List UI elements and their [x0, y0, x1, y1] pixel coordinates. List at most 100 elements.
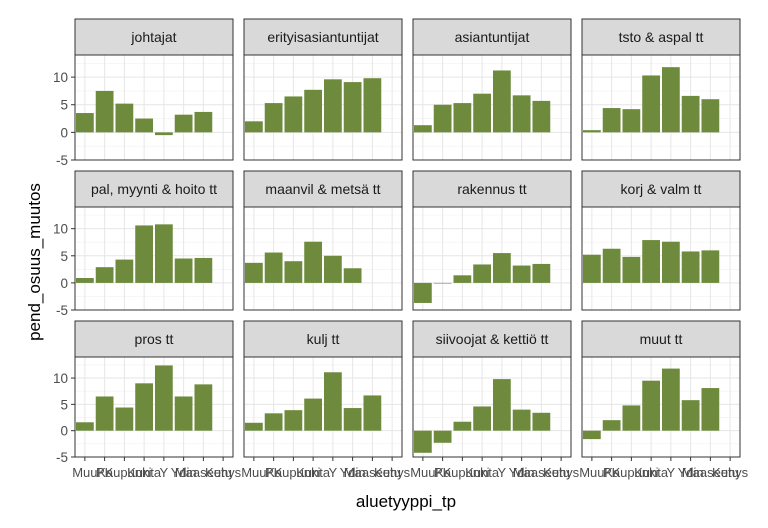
bar: [642, 380, 661, 431]
bar: [75, 278, 94, 283]
facet-strip: [74, 18, 234, 56]
y-axis-title: pend_osuus_muutos: [25, 183, 44, 341]
bar: [363, 78, 382, 133]
x-tick-label: Kehys: [712, 465, 749, 480]
facet-strip: [243, 170, 403, 208]
facet-strip: [243, 320, 403, 358]
x-tick-label: PK: [265, 465, 283, 480]
bar: [75, 113, 94, 133]
bar: [473, 406, 492, 431]
bar: [75, 422, 94, 431]
bar: [284, 261, 303, 283]
x-axis-title: aluetyyppi_tp: [356, 492, 456, 511]
facet-label: tsto & aspal tt: [619, 29, 704, 45]
facet-label: rakennus tt: [457, 181, 526, 197]
bar: [681, 400, 700, 431]
y-tick-label: 10: [53, 222, 68, 237]
bar: [532, 263, 551, 283]
y-tick-label: -5: [56, 450, 68, 465]
bar: [323, 79, 342, 133]
bar: [473, 264, 492, 283]
x-tick-label: Maaseutu: [344, 465, 401, 480]
bar: [323, 372, 342, 431]
x-tick-label: Muu: [579, 465, 604, 480]
bar: [701, 99, 720, 133]
bar: [532, 412, 551, 431]
x-tick-label: Kaupunki: [435, 465, 489, 480]
bar: [135, 383, 154, 431]
x-tick-label: Kehys: [374, 465, 411, 480]
bar: [473, 93, 492, 133]
bar: [135, 118, 154, 133]
facet-label: muut tt: [640, 331, 683, 347]
bar: [602, 248, 621, 283]
x-tick-label: Maaseutu: [682, 465, 739, 480]
bar: [661, 67, 680, 133]
bar: [492, 379, 511, 431]
bar: [492, 70, 511, 133]
y-tick-label: 10: [53, 371, 68, 386]
bar: [244, 121, 263, 133]
bar: [582, 130, 601, 133]
bar: [622, 256, 641, 283]
bar: [95, 396, 114, 431]
panel-background: [413, 207, 571, 310]
bar: [154, 365, 173, 431]
bar: [433, 282, 452, 284]
facet-strip: [243, 18, 403, 56]
facet-strip: [581, 170, 741, 208]
y-tick-label: 0: [60, 276, 68, 291]
x-tick-label: Ydin: [340, 465, 366, 480]
bar: [194, 384, 213, 431]
facet-strip: [581, 18, 741, 56]
bar: [681, 95, 700, 133]
x-tick-label: Maaseutu: [175, 465, 232, 480]
y-tick-label: 10: [53, 70, 68, 85]
bar: [304, 398, 323, 431]
x-tick-label: Kehys: [205, 465, 242, 480]
facet-strip: [74, 320, 234, 358]
facet-label: siivoojat & kettiö tt: [436, 331, 549, 347]
bar: [453, 421, 472, 431]
x-tick-label: Y: [160, 465, 169, 480]
x-tick-label: Y: [667, 465, 676, 480]
x-tick-label: Y: [329, 465, 338, 480]
facet-label: erityisasiantuntijat: [267, 29, 378, 45]
y-tick-label: 0: [60, 125, 68, 140]
bar: [622, 405, 641, 431]
x-tick-label: Ydin: [171, 465, 197, 480]
facet-label: maanvil & metsä tt: [265, 181, 380, 197]
bar: [512, 409, 531, 431]
x-tick-label: Kunta: [296, 465, 331, 480]
x-tick-label: Kaupunki: [97, 465, 151, 480]
x-tick-label: Ydin: [509, 465, 535, 480]
bar: [174, 114, 193, 133]
bar: [453, 275, 472, 283]
bar: [264, 252, 283, 283]
y-tick-label: 5: [60, 397, 68, 412]
bar: [284, 96, 303, 133]
bar: [244, 262, 263, 283]
bar: [323, 255, 342, 283]
bar: [661, 368, 680, 431]
x-tick-label: PK: [96, 465, 114, 480]
bar: [154, 224, 173, 283]
bar: [174, 258, 193, 283]
x-tick-label: Muu: [241, 465, 266, 480]
bar: [492, 253, 511, 283]
x-tick-label: Kehys: [543, 465, 580, 480]
facet-label: asiantuntijat: [455, 29, 530, 45]
x-tick-label: Maaseutu: [513, 465, 570, 480]
bar: [413, 125, 432, 133]
bar: [304, 241, 323, 283]
bar: [115, 103, 134, 133]
bar: [622, 109, 641, 133]
facet-strip: [412, 18, 572, 56]
bar: [343, 408, 362, 431]
bar: [284, 410, 303, 431]
facet-label: johtajat: [130, 29, 176, 45]
bar: [264, 103, 283, 133]
bar: [95, 267, 114, 283]
bar: [115, 259, 134, 283]
x-tick-label: Kunta: [465, 465, 500, 480]
